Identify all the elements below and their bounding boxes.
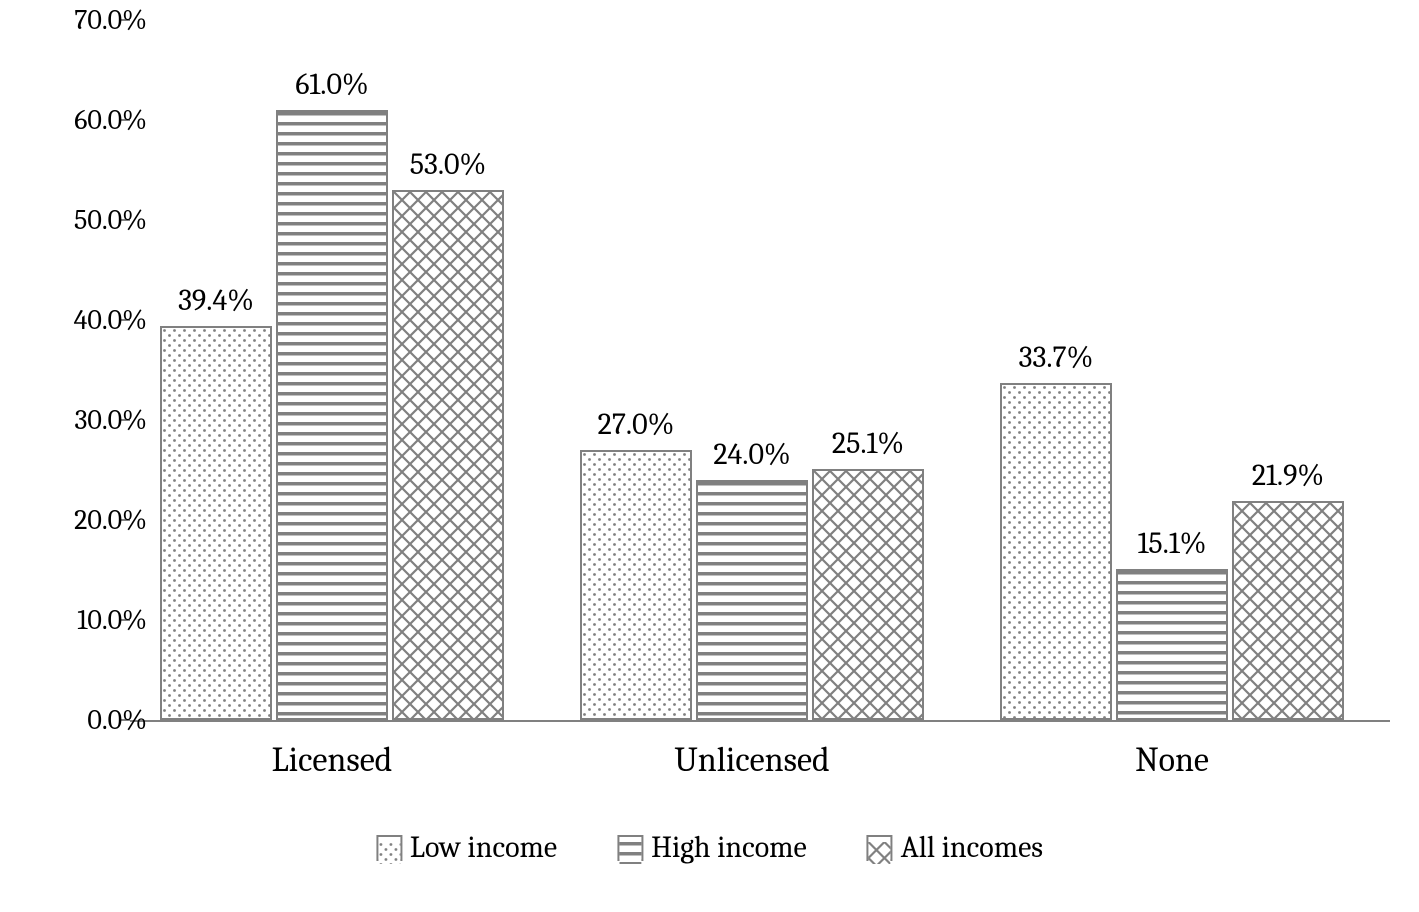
bar-licensed-low <box>160 326 272 720</box>
bar-licensed-all <box>392 190 504 720</box>
y-tick-label: 60.0% <box>74 104 147 136</box>
legend-swatch-fill <box>619 842 641 864</box>
bar-unlicensed-all <box>812 469 924 720</box>
bar-fill <box>814 471 922 718</box>
bar-value-label: 33.7% <box>956 340 1156 375</box>
legend-swatch-fill <box>869 842 891 864</box>
category-label-licensed: Licensed <box>272 740 393 780</box>
category-label-none: None <box>1135 740 1209 780</box>
bar-fill <box>582 452 690 718</box>
bar-fill <box>394 192 502 718</box>
bar-group-licensed: 39.4%61.0%53.0% <box>130 20 550 720</box>
bar-fill <box>278 112 386 718</box>
bar-value-label: 25.1% <box>768 426 968 461</box>
bar-licensed-high <box>276 110 388 720</box>
bar-value-label: 21.9% <box>1188 458 1388 493</box>
legend-swatch-fill <box>378 842 400 864</box>
y-tick-label: 30.0% <box>74 404 147 436</box>
bar-fill <box>698 482 806 718</box>
bar-unlicensed-high <box>696 480 808 720</box>
legend-label: Low income <box>410 830 557 865</box>
legend-swatch-icon <box>617 835 643 861</box>
legend-swatch-icon <box>376 835 402 861</box>
legend-item-all: All incomes <box>867 830 1043 865</box>
grouped-bar-chart: 39.4%61.0%53.0%27.0%24.0%25.1%33.7%15.1%… <box>0 0 1419 912</box>
y-tick-label: 20.0% <box>74 504 147 536</box>
legend-item-high: High income <box>617 830 807 865</box>
legend-swatch-icon <box>867 835 893 861</box>
bar-fill <box>1118 571 1226 718</box>
legend-label: High income <box>651 830 807 865</box>
bar-none-high <box>1116 569 1228 720</box>
bar-value-label: 61.0% <box>232 67 432 102</box>
bar-value-label: 53.0% <box>348 147 548 182</box>
y-tick-label: 0.0% <box>87 704 147 736</box>
plot-area: 39.4%61.0%53.0%27.0%24.0%25.1%33.7%15.1%… <box>130 20 1390 722</box>
legend-label: All incomes <box>901 830 1043 865</box>
category-label-unlicensed: Unlicensed <box>674 740 829 780</box>
legend: Low income High income All incomes <box>376 830 1043 865</box>
bar-group-unlicensed: 27.0%24.0%25.1% <box>550 20 970 720</box>
y-tick-label: 40.0% <box>74 304 147 336</box>
bar-group-none: 33.7%15.1%21.9% <box>970 20 1390 720</box>
bar-none-all <box>1232 501 1344 720</box>
bar-fill <box>162 328 270 718</box>
y-tick-label: 10.0% <box>77 604 147 636</box>
y-tick-label: 70.0% <box>74 4 147 36</box>
legend-item-low: Low income <box>376 830 557 865</box>
bar-fill <box>1234 503 1342 718</box>
bar-unlicensed-low <box>580 450 692 720</box>
y-tick-label: 50.0% <box>74 204 147 236</box>
